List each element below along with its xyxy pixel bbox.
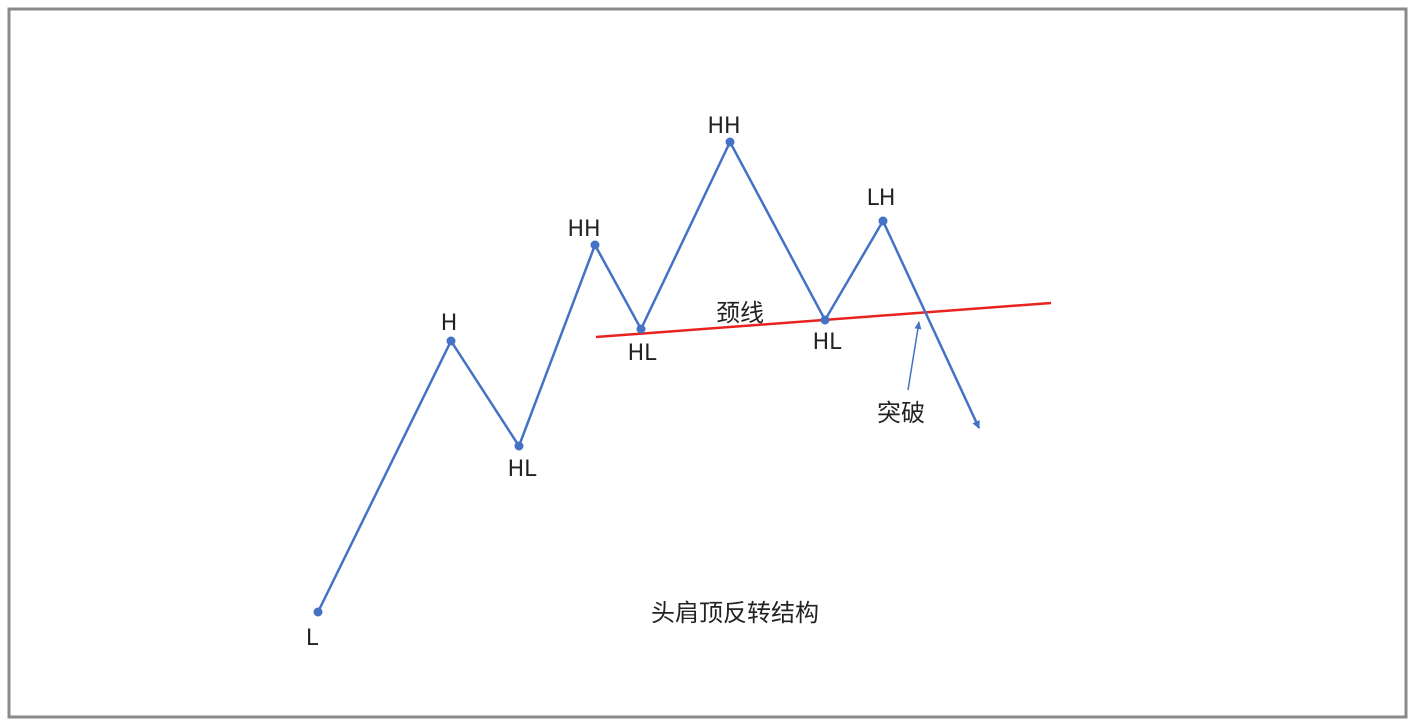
point-label-HH-2: HH bbox=[707, 114, 740, 139]
swing-point-HL-1 bbox=[514, 441, 524, 451]
point-label-H: H bbox=[441, 311, 458, 336]
swing-point-HH-2 bbox=[725, 137, 735, 147]
swing-point-HH-1 bbox=[590, 240, 600, 250]
swing-point-LH bbox=[878, 216, 888, 226]
swing-point-L bbox=[313, 607, 323, 617]
swing-point-HL-3 bbox=[820, 315, 830, 325]
breakout-label: 突破 bbox=[877, 399, 925, 427]
point-label-L: L bbox=[306, 626, 319, 651]
point-label-LH: LH bbox=[867, 186, 896, 211]
breakout-pointer-arrow bbox=[907, 321, 922, 391]
point-label-HL-1: HL bbox=[508, 457, 538, 482]
point-label-HL-3: HL bbox=[813, 330, 843, 355]
swing-points bbox=[313, 137, 888, 617]
diagram-caption: 头肩顶反转结构 bbox=[651, 599, 819, 627]
swing-point-HL-2 bbox=[636, 324, 646, 334]
point-label-HL-2: HL bbox=[628, 341, 658, 366]
swing-point-H bbox=[446, 336, 456, 346]
neckline-label: 颈线 bbox=[716, 299, 764, 327]
point-label-HH-1: HH bbox=[567, 217, 600, 242]
price-zigzag-line bbox=[316, 139, 981, 613]
frame-border bbox=[7, 7, 1408, 719]
